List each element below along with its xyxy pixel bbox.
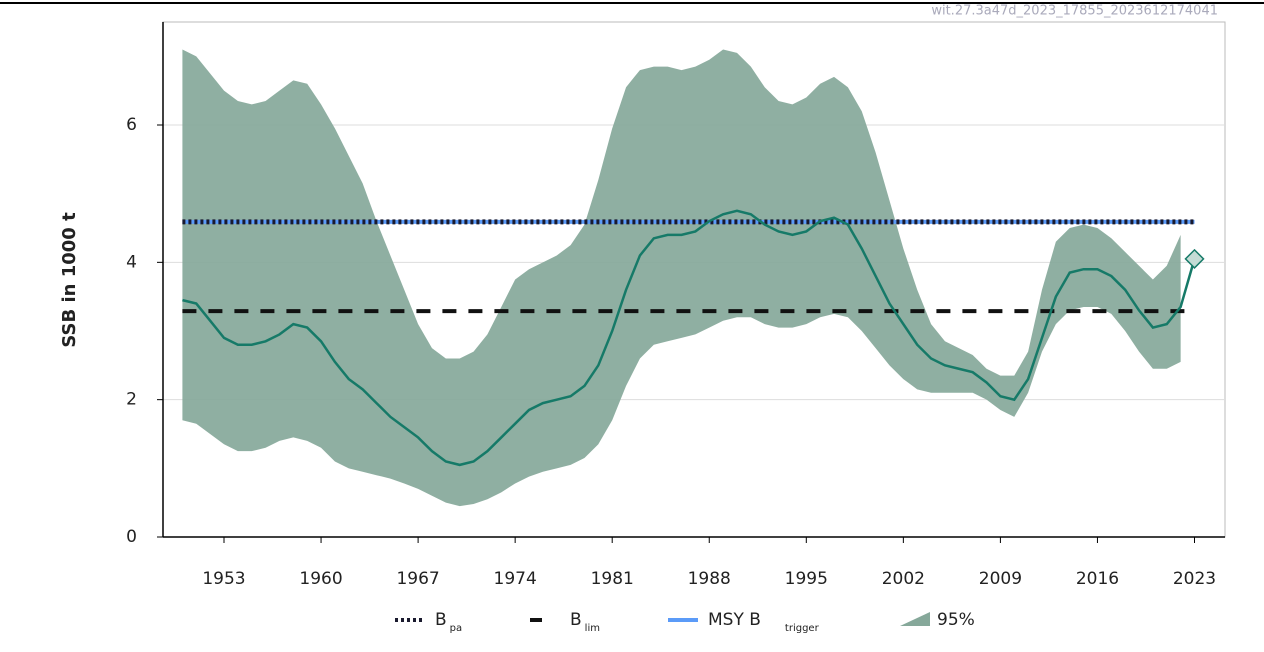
x-tick-label: 1981 (591, 569, 634, 589)
y-tick-label: 0 (126, 527, 137, 547)
x-tick-label: 2002 (882, 569, 925, 589)
x-tick-label: 1974 (494, 569, 537, 589)
ssb-line (182, 209, 1196, 467)
y-axis-label: SSB in 1000 t (59, 212, 80, 348)
watermark: wit.27.3a47d_2023_17855_2023612174041 (931, 4, 1218, 19)
confidence-band (182, 49, 1181, 507)
y-tick-label: 6 (126, 115, 137, 135)
x-tick-label: 1995 (785, 569, 828, 589)
last-point-marker (1184, 248, 1205, 269)
legend-label: B (435, 610, 447, 630)
legend-label: MSY B (708, 610, 761, 630)
x-tick-label: 1967 (396, 569, 439, 589)
x-tick-label: 2023 (1173, 569, 1216, 589)
legend-sub: pa (450, 623, 462, 634)
x-tick-label: 1988 (688, 569, 731, 589)
legend-sub: lim (585, 623, 600, 634)
y-tick-label: 2 (126, 390, 137, 410)
legend-label: B (570, 610, 582, 630)
x-tick-label: 2009 (979, 569, 1022, 589)
x-tick-label: 2016 (1076, 569, 1119, 589)
y-tick-label: 4 (126, 252, 137, 272)
legend-sub: trigger (785, 623, 820, 634)
legend-swatch (900, 612, 930, 626)
legend-label: 95% (937, 610, 975, 630)
x-tick-label: 1953 (202, 569, 245, 589)
x-tick-label: 1960 (299, 569, 342, 589)
